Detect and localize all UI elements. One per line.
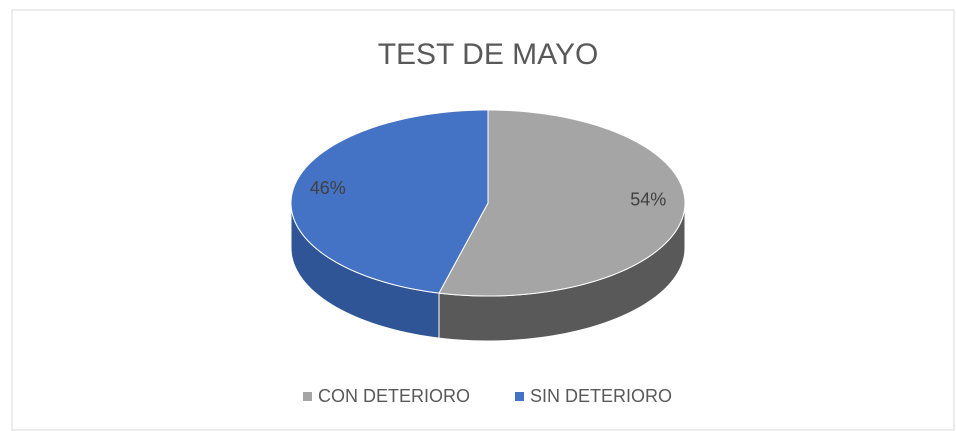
chart-title: TEST DE MAYO bbox=[378, 38, 599, 71]
legend-label: SIN DETERIORO bbox=[530, 386, 672, 406]
data-label: 54% bbox=[630, 190, 666, 210]
legend-swatch bbox=[303, 392, 312, 401]
pie-slice bbox=[438, 109, 686, 297]
legend-swatch bbox=[515, 392, 525, 401]
pie-slice bbox=[290, 109, 489, 294]
data-label: 46% bbox=[310, 178, 346, 198]
legend-label: CON DETERIORO bbox=[318, 386, 470, 406]
